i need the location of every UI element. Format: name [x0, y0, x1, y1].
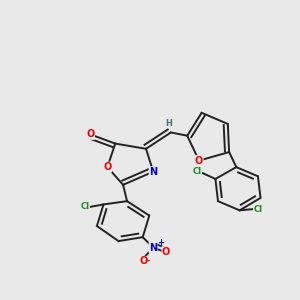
Text: Cl: Cl [192, 167, 202, 176]
Text: Cl: Cl [254, 205, 262, 214]
Text: O: O [195, 156, 203, 166]
Text: N: N [149, 243, 157, 253]
Text: H: H [165, 119, 172, 128]
Text: O: O [103, 162, 112, 172]
Text: O: O [162, 247, 170, 257]
Text: O: O [139, 256, 147, 266]
Text: N: N [149, 167, 157, 177]
Text: Cl: Cl [80, 202, 90, 211]
Text: +: + [157, 238, 164, 247]
Text: O: O [86, 129, 94, 140]
Text: -: - [147, 257, 150, 266]
